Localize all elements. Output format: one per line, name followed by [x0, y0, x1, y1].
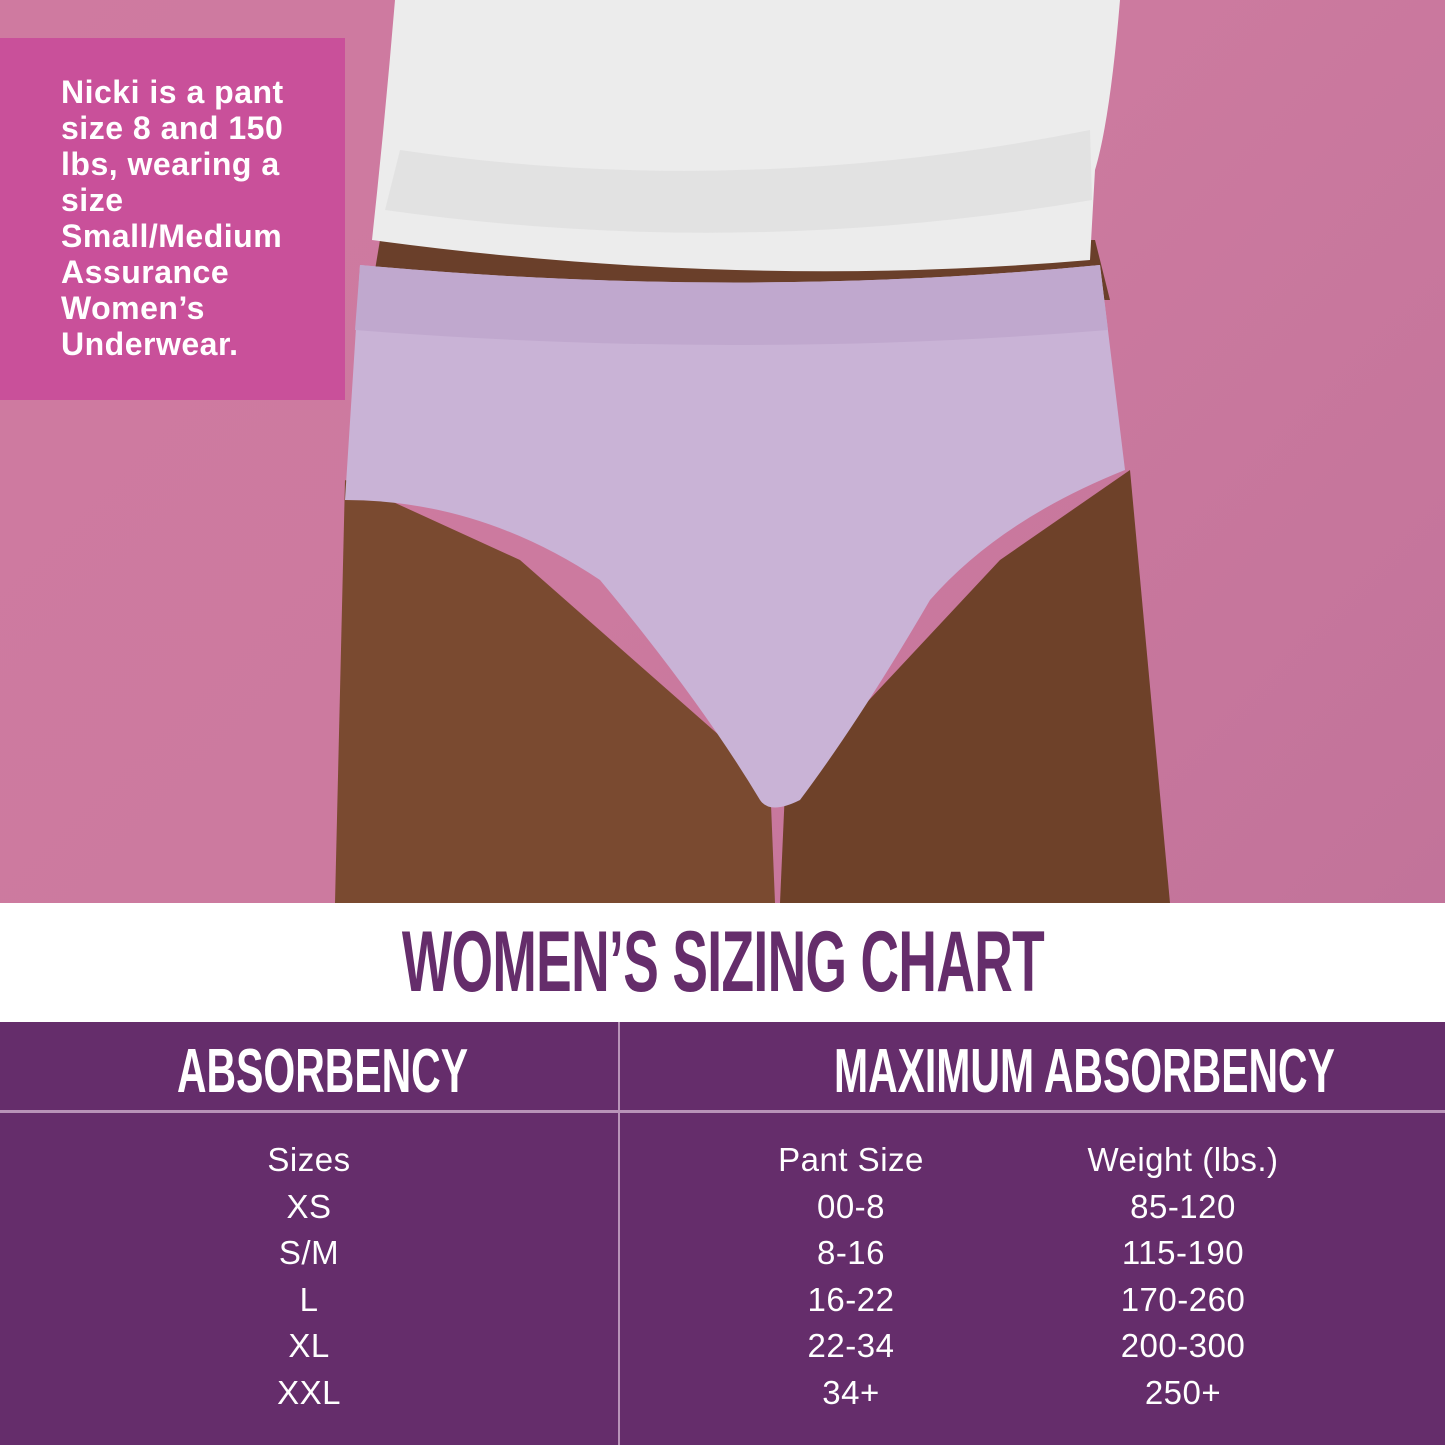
pant-size-cell: 16-22: [807, 1280, 895, 1318]
left-leg: [335, 480, 775, 903]
model-caption-text: Nicki is a pant size 8 and 150 lbs, wear…: [61, 74, 284, 362]
maximum-absorbency-header: MAXIMUM ABSORBENCY: [834, 1037, 1335, 1106]
weight-cell: 170-260: [1120, 1280, 1246, 1318]
pant-size-cell: 34+: [822, 1373, 880, 1411]
size-cell: L: [299, 1280, 319, 1318]
size-cell: XS: [286, 1187, 332, 1225]
sizes-header: Sizes: [267, 1141, 351, 1178]
absorbency-header: ABSORBENCY: [177, 1037, 469, 1106]
weight-column: Weight (lbs.) 85-120 115-190 170-260 200…: [1033, 1137, 1333, 1416]
column-divider: [618, 1022, 620, 1445]
title-band: WOMEN’S SIZING CHART: [0, 903, 1445, 1022]
sizes-column: Sizes XS S/M L XL XXL: [159, 1137, 459, 1416]
size-cell: XXL: [277, 1373, 341, 1411]
model-illustration: [335, 0, 1170, 903]
weight-cell: 85-120: [1130, 1187, 1236, 1225]
header-divider: [0, 1110, 1445, 1113]
size-cell: S/M: [278, 1234, 340, 1271]
weight-cell: 115-190: [1121, 1234, 1245, 1271]
pant-size-cell: 22-34: [807, 1327, 895, 1364]
sizing-table: ABSORBENCY MAXIMUM ABSORBENCY Sizes XS S…: [0, 1022, 1445, 1445]
underwear: [345, 265, 1125, 808]
pant-size-column: Pant Size 00-8 8-16 16-22 22-34 34+: [701, 1137, 1001, 1416]
model-caption-box: Nicki is a pant size 8 and 150 lbs, wear…: [0, 38, 345, 400]
page-title: WOMEN’S SIZING CHART: [401, 914, 1044, 1010]
size-cell: XL: [288, 1327, 330, 1364]
pant-size-header: Pant Size: [778, 1141, 924, 1178]
product-photo: Nicki is a pant size 8 and 150 lbs, wear…: [0, 0, 1445, 903]
pant-size-cell: 8-16: [816, 1234, 886, 1271]
weight-cell: 200-300: [1120, 1327, 1246, 1364]
weight-header: Weight (lbs.): [1087, 1141, 1279, 1178]
right-leg: [780, 470, 1170, 903]
weight-cell: 250+: [1144, 1373, 1222, 1411]
pant-size-cell: 00-8: [816, 1187, 886, 1225]
